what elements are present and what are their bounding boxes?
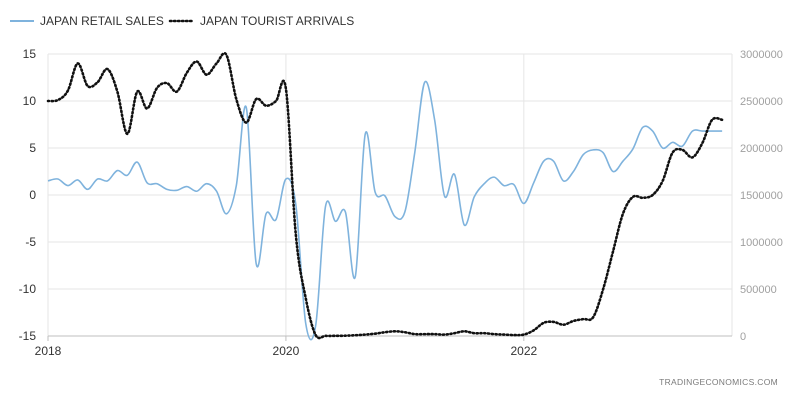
legend-label-retail: JAPAN RETAIL SALES — [40, 14, 164, 28]
series — [46, 51, 724, 341]
y-right-tick-label: 0 — [740, 331, 746, 343]
legend-item-tourist[interactable]: JAPAN TOURIST ARRIVALS — [168, 14, 354, 28]
series-line-japan-retail-sales — [47, 80, 723, 341]
grid — [47, 53, 733, 337]
y-right-tick-label: 2500000 — [740, 96, 783, 108]
y-left-tick-label: 15 — [23, 47, 37, 61]
y-right-tick-label: 2000000 — [740, 143, 783, 155]
tick-labels: 15 10 5 0 -5 -10 -15 3000000 2500000 2000000 15000… — [19, 47, 783, 358]
y-left-tick-label: -5 — [25, 235, 36, 249]
y-right-tick-label: 1000000 — [740, 237, 783, 249]
x-tick-label: 2020 — [273, 344, 300, 358]
legend-item-retail[interactable]: JAPAN RETAIL SALES — [10, 14, 164, 28]
y-left-tick-label: -15 — [19, 329, 37, 343]
y-left-tick-label: 10 — [23, 94, 37, 108]
axes — [47, 335, 732, 341]
legend-label-tourist: JAPAN TOURIST ARRIVALS — [200, 14, 354, 28]
y-right-tick-label: 1500000 — [740, 190, 783, 202]
series-line-japan-tourist-arrivals — [46, 51, 724, 340]
legend: JAPAN RETAIL SALES JAPAN TOURIST ARRIVAL… — [10, 14, 354, 28]
y-right-tick-label: 3000000 — [740, 49, 783, 61]
y-left-tick-label: 0 — [29, 188, 36, 202]
y-left-tick-label: 5 — [29, 141, 36, 155]
y-right-tick-label: 500000 — [740, 284, 777, 296]
x-tick-label: 2018 — [35, 344, 62, 358]
x-tick-label: 2022 — [510, 344, 537, 358]
source-label: TRADINGECONOMICS.COM — [659, 377, 778, 387]
y-left-tick-label: -10 — [19, 282, 37, 296]
